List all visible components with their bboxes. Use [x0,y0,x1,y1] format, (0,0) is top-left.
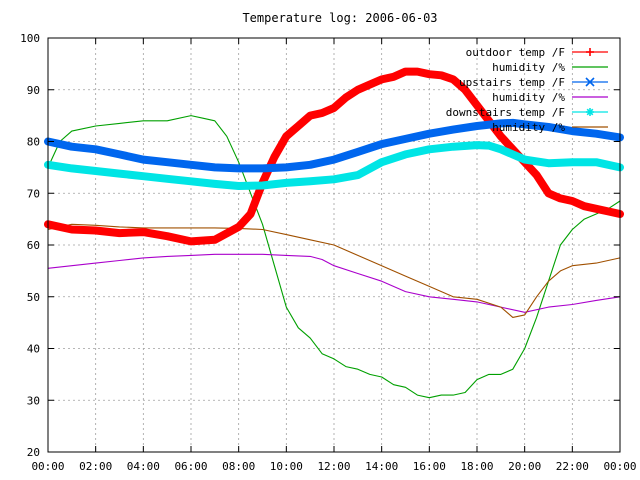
x-tick-label: 00:00 [31,460,64,473]
y-tick-label: 40 [27,343,40,356]
legend-marker [586,48,594,56]
x-tick-label: 20:00 [508,460,541,473]
x-tick-label: 08:00 [222,460,255,473]
y-tick-label: 90 [27,84,40,97]
x-tick-label: 14:00 [365,460,398,473]
legend-label: humidity /% [492,91,565,104]
series-layer [44,67,624,399]
series-line-0 [44,67,624,246]
series-line-4 [44,141,624,190]
y-tick-label: 50 [27,291,40,304]
legend-label: humidity /% [492,121,565,134]
legend-label: upstairs temp /F [459,76,565,89]
grid [48,38,620,452]
legend-label: downstairs temp /F [446,106,565,119]
chart-title: Temperature log: 2006-06-03 [242,11,437,25]
legend-marker [586,108,594,116]
x-tick-label: 00:00 [603,460,636,473]
legend-marker [585,77,595,87]
series-line-3 [47,253,621,313]
x-tick-label: 02:00 [79,460,112,473]
y-tick-label: 60 [27,239,40,252]
series-line-5 [47,223,621,318]
legend: outdoor temp /F humidity /% upstairs temp … [446,46,608,134]
x-tick-label: 18:00 [460,460,493,473]
series-line-1 [47,115,621,399]
y-tick-label: 80 [27,136,40,149]
x-tick-label: 12:00 [317,460,350,473]
y-tick-label: 20 [27,446,40,459]
y-tick-label: 30 [27,394,40,407]
x-tick-label: 06:00 [174,460,207,473]
axes: 20 30 40 50 60 70 80 90 100 00:00 02:00 04:00 06:00 0… [20,32,636,473]
series-line-2 [44,118,624,173]
y-tick-label: 100 [20,32,40,45]
legend-label: outdoor temp /F [466,46,565,59]
x-tick-label: 04:00 [127,460,160,473]
legend-label: humidity /% [492,61,565,74]
x-tick-label: 10:00 [270,460,303,473]
x-tick-label: 22:00 [556,460,589,473]
y-tick-label: 70 [27,187,40,200]
x-tick-label: 16:00 [413,460,446,473]
